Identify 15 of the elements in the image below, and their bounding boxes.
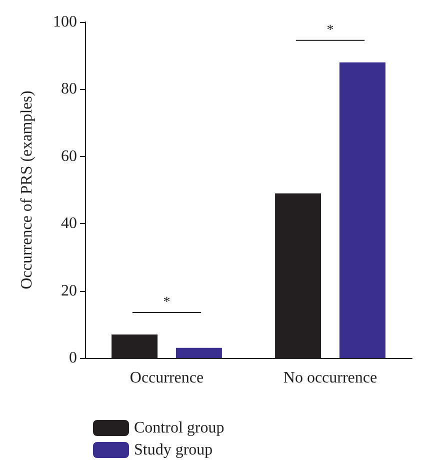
y-tick-label: 20 <box>61 282 77 300</box>
y-tick-label: 40 <box>61 215 77 232</box>
x-tick-label: Occurrence <box>130 370 204 386</box>
bar <box>176 348 222 358</box>
legend-label: Study group <box>134 442 213 458</box>
x-tick-label: No occurrence <box>283 370 378 386</box>
y-tick-label: 80 <box>61 80 77 98</box>
annotation: * <box>326 22 334 38</box>
annotation: * <box>163 294 170 310</box>
y-tick-label: 0 <box>69 350 77 366</box>
bar <box>339 62 386 358</box>
y-axis-title: Occurrence of PRS (examples) <box>18 90 36 290</box>
legend-label: Control group <box>134 420 224 436</box>
y-tick-label: 100 <box>53 14 77 30</box>
y-tick-label: 60 <box>61 148 77 165</box>
